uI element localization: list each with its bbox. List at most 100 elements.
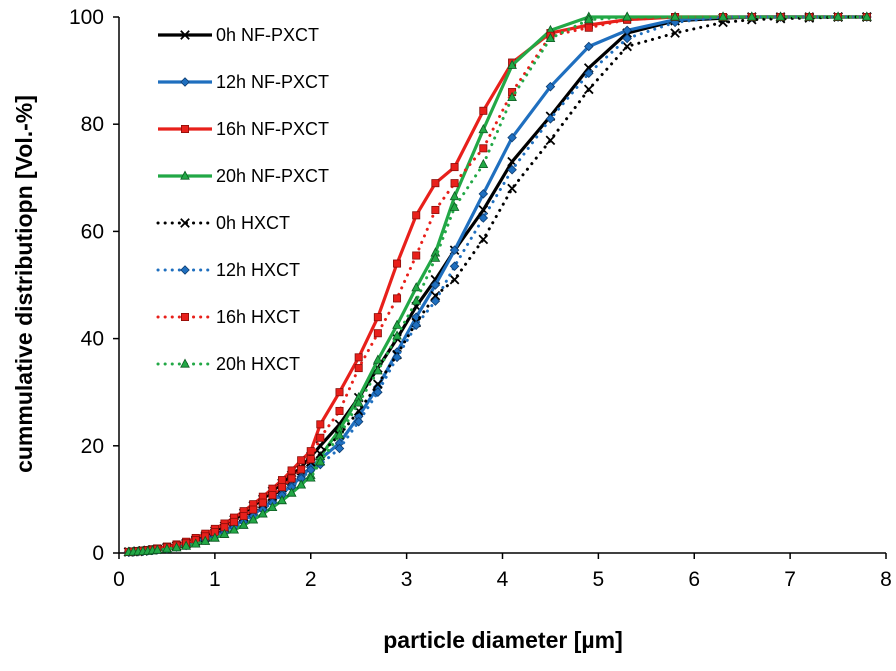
data-point: [249, 505, 258, 514]
legend-marker: [180, 170, 190, 180]
data-point: [190, 538, 201, 548]
legend-item: 20h NF-PXCT: [158, 166, 329, 186]
x-tick-label: 4: [497, 568, 509, 591]
data-point: [449, 245, 460, 255]
data-point: [353, 416, 364, 427]
data-point: [277, 494, 287, 505]
data-point: [393, 259, 402, 268]
data-point: [430, 296, 441, 306]
data-point: [229, 524, 239, 534]
legend-item: 16h HXCT: [156, 307, 300, 327]
data-point: [219, 528, 230, 538]
data-point: [450, 179, 459, 188]
legend-item: 12h HXCT: [156, 260, 300, 280]
legend-marker: [180, 358, 190, 368]
data-point: [239, 512, 248, 521]
data-point: [373, 313, 382, 322]
y-tick-label: 80: [81, 113, 104, 136]
data-point: [622, 33, 632, 44]
data-point: [287, 474, 296, 483]
data-point: [431, 179, 440, 188]
data-point: [372, 365, 383, 375]
data-point: [238, 519, 249, 529]
data-point: [372, 354, 383, 364]
data-point: [306, 447, 315, 456]
data-point: [545, 114, 556, 124]
data-point: [833, 11, 843, 21]
legend-marker: [180, 30, 190, 40]
x-tick-label: 6: [688, 568, 700, 591]
data-point: [478, 234, 489, 245]
data-point: [392, 319, 402, 329]
data-point: [431, 205, 440, 214]
x-tick-label: 7: [784, 568, 796, 591]
data-point: [718, 11, 728, 21]
data-point: [306, 455, 315, 464]
data-point: [277, 476, 286, 485]
legend-marker: [180, 125, 189, 134]
data-point: [507, 132, 517, 143]
data-point: [248, 514, 259, 524]
data-point: [373, 329, 382, 338]
legend-item: 0h HXCT: [156, 213, 290, 233]
legend-item: 20h HXCT: [156, 354, 300, 374]
data-point: [162, 543, 172, 553]
x-axis-title: particle diameter [µm]: [383, 627, 623, 653]
data-point: [746, 11, 757, 21]
data-point: [316, 433, 325, 442]
x-tick-label: 2: [305, 568, 317, 591]
legend-label: 0h NF-PXCT: [216, 25, 319, 45]
y-tick-label: 20: [81, 435, 104, 458]
data-point: [430, 252, 441, 262]
data-point: [478, 213, 489, 223]
data-point: [450, 163, 459, 172]
data-point: [507, 91, 517, 101]
data-point: [449, 261, 460, 272]
legend-item: 16h NF-PXCT: [158, 119, 329, 139]
data-point: [316, 420, 325, 429]
legend-label: 20h NF-PXCT: [216, 166, 329, 186]
data-point: [583, 84, 594, 95]
data-point: [479, 106, 488, 115]
y-tick-label: 100: [69, 6, 104, 29]
legend-marker: [180, 312, 189, 321]
data-point: [268, 491, 277, 500]
data-point: [334, 429, 345, 439]
x-tick-label: 0: [113, 568, 125, 591]
data-point: [584, 41, 594, 52]
data-point: [296, 479, 307, 489]
data-point: [412, 251, 421, 260]
data-point: [411, 282, 422, 292]
legend-item: 0h NF-PXCT: [158, 25, 319, 45]
legend-marker: [180, 218, 190, 228]
data-point: [545, 135, 556, 146]
data-point: [449, 274, 460, 285]
data-point: [152, 544, 163, 554]
data-point: [200, 535, 211, 545]
data-point: [430, 280, 441, 290]
data-point: [430, 290, 441, 301]
data-point: [334, 443, 345, 454]
data-point: [171, 542, 182, 552]
data-point: [804, 11, 815, 21]
data-point: [479, 144, 488, 153]
data-point: [267, 501, 278, 512]
data-point: [286, 487, 297, 497]
data-point: [670, 28, 680, 38]
data-point: [478, 189, 489, 199]
data-point: [335, 406, 344, 415]
y-axis-title: cummulative distributiopn [Vol.-%]: [11, 95, 37, 473]
data-point: [297, 456, 306, 465]
legend: 0h NF-PXCT 12h NF-PXCT 16h NF-PXCT 20h NF-P…: [156, 25, 329, 374]
legend-label: 20h HXCT: [216, 354, 300, 374]
data-point: [449, 201, 460, 211]
data-point: [545, 32, 556, 43]
x-tick-label: 1: [209, 568, 221, 591]
series-20h-hxct: [123, 11, 872, 556]
series-line: [128, 15, 867, 554]
data-point: [277, 483, 286, 492]
series-layer: [123, 11, 872, 557]
legend-marker: [180, 265, 190, 275]
data-point: [478, 124, 489, 134]
